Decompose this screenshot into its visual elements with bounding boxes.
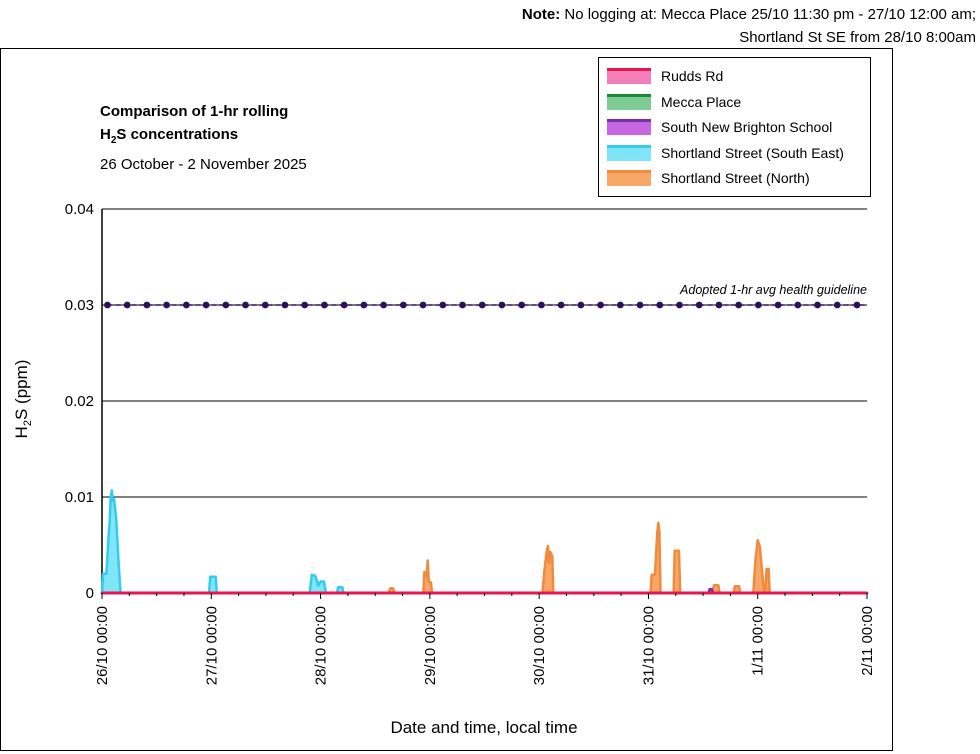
- guideline-marker: [577, 301, 585, 309]
- guideline-marker: [676, 301, 683, 309]
- legend-swatch: [607, 93, 651, 110]
- guideline-marker: [498, 301, 506, 309]
- legend-item: South New Brighton School: [607, 117, 832, 137]
- series-area: [100, 489, 869, 595]
- legend-item: Rudds Rd: [607, 66, 723, 86]
- chart-title-line1: Comparison of 1-hr rolling: [100, 103, 289, 120]
- chart-title-line2: H2S concentrations: [100, 126, 239, 146]
- y-tick-label: 0.03: [65, 297, 94, 314]
- y-tick-label: 0.01: [65, 489, 94, 506]
- legend-swatch: [607, 144, 651, 161]
- guideline-label: Adopted 1-hr avg health guideline: [679, 283, 867, 297]
- chart-frame: [0, 48, 893, 751]
- guideline-marker: [478, 301, 486, 309]
- guideline-marker: [459, 301, 466, 309]
- guideline-marker: [301, 301, 309, 309]
- legend-swatch: [607, 68, 651, 84]
- legend-item: Shortland Street (South East): [607, 143, 844, 163]
- guideline-marker: [656, 301, 664, 309]
- guideline-marker: [281, 301, 289, 309]
- guideline-marker: [636, 301, 644, 309]
- chart-subtitle: 26 October - 2 November 2025: [100, 156, 307, 173]
- guideline-marker: [182, 301, 190, 309]
- x-tick-label: 2/11 00:00: [859, 606, 876, 676]
- x-tick-label: 29/10 00:00: [422, 606, 439, 685]
- guideline-marker: [794, 301, 802, 309]
- legend-item: Mecca Place: [607, 92, 741, 112]
- legend-label: Shortland Street (South East): [661, 144, 844, 161]
- guideline-marker: [774, 301, 782, 309]
- x-axis-label: Date and time, local time: [390, 718, 577, 737]
- guideline-marker: [261, 301, 269, 309]
- chart-legend: Rudds Rd Mecca Place South New Brighton Sc…: [598, 57, 871, 197]
- guideline-marker: [597, 301, 604, 309]
- guideline-marker: [616, 301, 624, 309]
- legend-label: South New Brighton School: [661, 119, 833, 135]
- guideline-marker: [222, 301, 230, 309]
- guideline-marker: [715, 301, 723, 309]
- guideline-marker: [538, 301, 545, 309]
- guideline-marker: [163, 301, 171, 309]
- legend-label: Rudds Rd: [661, 68, 724, 84]
- guideline-marker: [123, 301, 131, 309]
- x-tick-label: 1/11 00:00: [750, 606, 767, 676]
- guideline-marker: [695, 301, 703, 309]
- guideline-marker: [735, 301, 743, 309]
- note-line1: No logging at: Mecca Place 25/10 11:30 p…: [560, 6, 976, 23]
- guideline-marker: [419, 301, 427, 309]
- y-tick-label: 0: [86, 585, 94, 602]
- legend-swatch: [607, 170, 651, 186]
- guideline-marker: [321, 301, 328, 309]
- guideline-marker: [557, 301, 565, 309]
- guideline-marker: [833, 301, 841, 309]
- guideline-marker: [104, 301, 111, 309]
- x-tick-label: 31/10 00:00: [640, 606, 657, 685]
- y-axis-label: H2S (ppm): [12, 360, 34, 439]
- guideline-marker: [439, 301, 447, 309]
- legend-item: Shortland Street (North): [607, 168, 810, 188]
- y-tick-label: 0.04: [65, 201, 94, 218]
- note-line2: Shortland St SE from 28/10 8:00am: [739, 29, 976, 46]
- guideline-marker: [202, 301, 210, 309]
- legend-label: Shortland Street (North): [661, 170, 810, 186]
- guideline-marker: [518, 301, 526, 309]
- x-tick-label: 26/10 00:00: [94, 606, 111, 685]
- guideline-marker: [242, 301, 249, 309]
- chart-title: Comparison of 1-hr rolling H2S concentra…: [100, 100, 288, 152]
- guideline-marker: [754, 301, 762, 309]
- x-tick-label: 28/10 00:00: [313, 606, 330, 685]
- legend-label: Mecca Place: [661, 93, 742, 110]
- note-prefix: Note:: [521, 6, 561, 23]
- legend-swatch: [607, 119, 651, 135]
- guideline-marker: [360, 301, 368, 309]
- logging-note: Note: No logging at: Mecca Place 25/10 1…: [522, 3, 976, 49]
- guideline-marker: [380, 301, 388, 309]
- guideline-marker: [143, 301, 151, 309]
- guideline-marker: [399, 301, 407, 309]
- x-tick-label: 30/10 00:00: [531, 606, 548, 685]
- guideline-marker: [814, 301, 821, 309]
- series-area: [100, 521, 869, 595]
- x-tick-label: 27/10 00:00: [203, 606, 220, 685]
- guideline-marker: [853, 301, 861, 309]
- guideline-marker: [340, 301, 348, 309]
- y-tick-label: 0.02: [65, 393, 94, 410]
